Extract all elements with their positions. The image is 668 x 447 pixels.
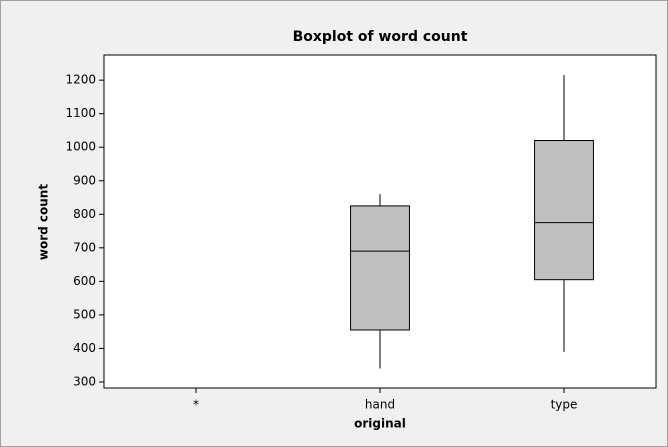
chart-title: Boxplot of word count (293, 29, 468, 45)
y-tick-label: 1100 (65, 106, 96, 120)
y-tick-label: 1200 (65, 73, 96, 87)
y-tick-label: 300 (73, 374, 96, 388)
y-axis-label: word count (37, 184, 51, 260)
y-tick-label: 1000 (65, 140, 96, 154)
y-tick-label: 500 (73, 307, 96, 321)
box (350, 205, 410, 331)
y-tick-label: 800 (73, 207, 96, 221)
y-tick-label: 600 (73, 274, 96, 288)
box (534, 140, 594, 281)
y-tick-label: 900 (73, 173, 96, 187)
x-axis-label: original (354, 417, 406, 431)
y-tick-label: 400 (73, 341, 96, 355)
x-tick-label: type (551, 398, 578, 412)
x-tick-label: hand (365, 398, 395, 412)
y-tick-label: 700 (73, 240, 96, 254)
x-tick-label: * (193, 398, 199, 412)
